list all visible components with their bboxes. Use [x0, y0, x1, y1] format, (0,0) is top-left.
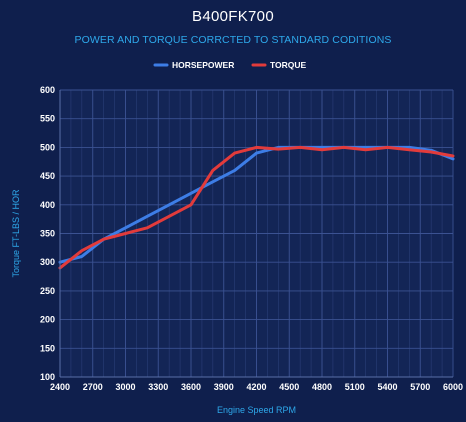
legend-label: HORSEPOWER: [172, 60, 234, 70]
y-tick-label: 400: [40, 200, 55, 210]
series-line-torque: [58, 145, 455, 270]
y-tick-label: 350: [40, 229, 55, 239]
y-tick-label: 500: [40, 142, 55, 152]
x-tick-label: 4500: [279, 382, 299, 392]
x-tick-label: 2400: [50, 382, 70, 392]
y-tick-label: 250: [40, 286, 55, 296]
y-tick-label: 600: [40, 85, 55, 95]
x-tick-label: 5100: [345, 382, 365, 392]
chart-title: B400FK700: [192, 8, 274, 25]
legend: HORSEPOWER TORQUE: [153, 60, 307, 70]
series-layer: [58, 145, 455, 270]
y-tick-label: 100: [40, 372, 55, 382]
x-tick-label: 3900: [214, 382, 234, 392]
x-tick-label: 6000: [443, 382, 463, 392]
chart-subtitle: POWER AND TORQUE CORRCTED TO STANDARD CO…: [74, 34, 392, 46]
y-tick-label: 300: [40, 257, 55, 267]
y-tick-label: 550: [40, 114, 55, 124]
y-tick-label: 200: [40, 315, 55, 325]
axes: 100 150 200 250 300 350 400 450 500 550 600 2400 270…: [40, 85, 463, 392]
x-tick-label: 3300: [148, 382, 168, 392]
y-axis-title: Torque FT-LBS / HOR: [11, 189, 21, 278]
x-tick-label: 4200: [246, 382, 266, 392]
x-tick-label: 3000: [115, 382, 135, 392]
y-tick-label: 150: [40, 343, 55, 353]
x-axis-title: Engine Speed RPM: [217, 405, 296, 415]
x-tick-label: 3600: [181, 382, 201, 392]
y-tick-label: 450: [40, 171, 55, 181]
x-tick-label: 5700: [410, 382, 430, 392]
x-tick-label: 5400: [377, 382, 397, 392]
legend-label: TORQUE: [270, 60, 307, 70]
x-tick-label: 4800: [312, 382, 332, 392]
x-tick-label: 2700: [83, 382, 103, 392]
